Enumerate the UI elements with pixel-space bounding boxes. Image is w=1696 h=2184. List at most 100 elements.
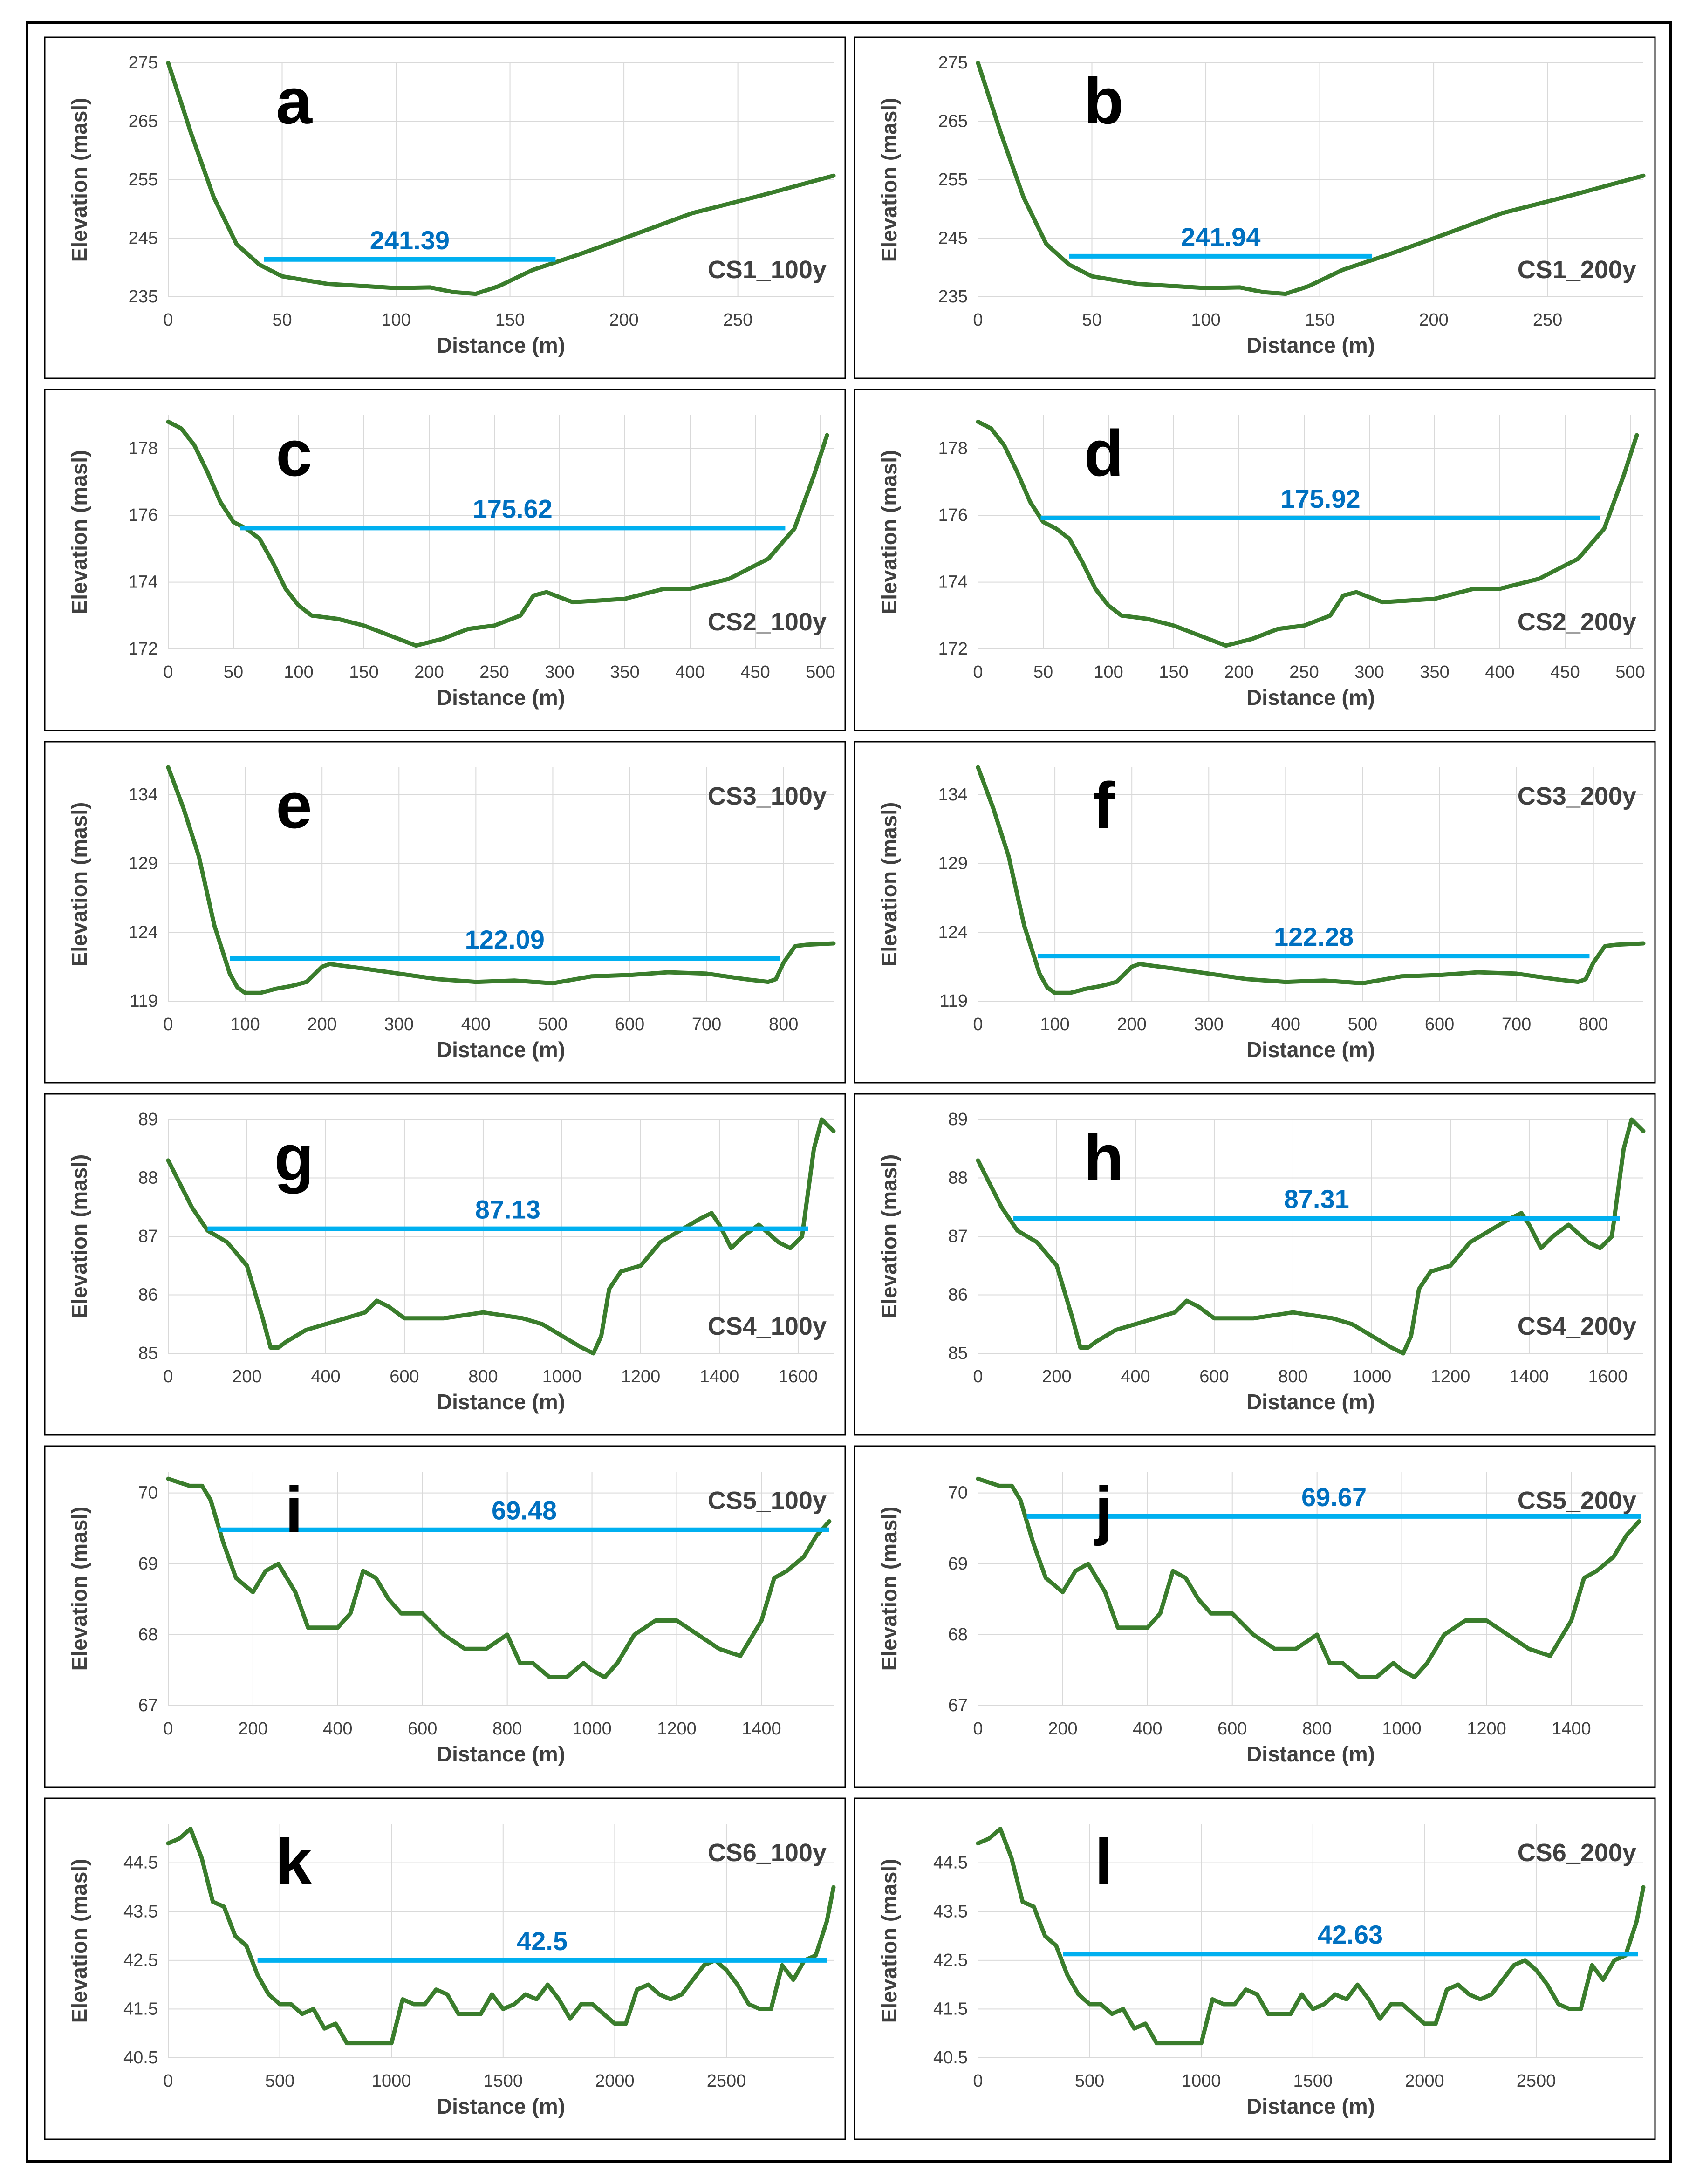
x-tick-label: 450 [1550, 662, 1580, 682]
panel-frame [44, 1093, 846, 1436]
x-axis-title: Distance (m) [1246, 1742, 1375, 1766]
panel-frame [854, 1445, 1656, 1788]
x-tick-label: 400 [675, 662, 704, 682]
x-tick-label: 800 [468, 1367, 498, 1386]
panel-letter: f [1093, 769, 1115, 842]
y-axis-title: Elevation (masl) [67, 98, 91, 262]
x-axis-title: Distance (m) [437, 333, 565, 357]
y-tick-label: 86 [948, 1285, 968, 1305]
panel-letter: j [1094, 1473, 1113, 1546]
panels: 235 245 255 265 275 0 50 100 150 200 250 Distance (… [44, 36, 1656, 2140]
x-tick-label: 800 [1278, 1367, 1307, 1386]
x-tick-label: 0 [163, 1367, 173, 1386]
x-tick-label: 1400 [1510, 1367, 1549, 1386]
elevation-profile-line [166, 1476, 832, 1679]
x-tick-label: 50 [1082, 310, 1101, 330]
water-level-label: 241.94 [1181, 222, 1260, 252]
y-tick-label: 172 [938, 639, 968, 659]
y-axis-title: Elevation (masl) [67, 450, 91, 614]
x-axis-title: Distance (m) [1246, 333, 1375, 357]
water-level-label: 87.31 [1284, 1184, 1349, 1214]
panel-letter: g [274, 1121, 314, 1194]
y-tick-label: 178 [129, 439, 158, 458]
y-tick-label: 275 [938, 53, 968, 73]
x-tick-label: 200 [232, 1367, 261, 1386]
y-tick-label: 172 [129, 639, 158, 659]
water-level-label: 122.09 [465, 925, 545, 954]
x-tick-label: 150 [495, 310, 525, 330]
x-tick-label: 1500 [484, 2071, 523, 2091]
elevation-profile-line [976, 765, 1646, 995]
elevation-profile-line [976, 419, 1639, 648]
x-tick-label: 200 [238, 1719, 267, 1739]
x-tick-label: 2500 [1517, 2071, 1556, 2091]
cross-section-name: CS5_200y [1518, 1487, 1636, 1515]
x-tick-label: 1200 [1431, 1367, 1470, 1386]
x-tick-label: 800 [1579, 1015, 1608, 1034]
x-tick-label: 600 [615, 1015, 644, 1034]
y-tick-label: 89 [948, 1110, 968, 1129]
elevation-profile-line [166, 765, 836, 995]
x-tick-label: 1200 [1467, 1719, 1506, 1739]
panel-frame [44, 1445, 846, 1788]
panel-letter: k [276, 1825, 312, 1898]
x-tick-label: 200 [414, 662, 444, 682]
y-tick-label: 178 [938, 439, 968, 458]
x-tick-label: 200 [609, 310, 638, 330]
y-axis-title: Elevation (masl) [877, 1154, 901, 1319]
y-tick-label: 88 [948, 1168, 968, 1188]
y-tick-label: 124 [938, 922, 968, 942]
y-tick-label: 176 [129, 505, 158, 525]
y-tick-label: 119 [130, 991, 158, 1011]
y-tick-label: 174 [129, 573, 158, 592]
x-tick-label: 50 [272, 310, 292, 330]
panel-letter: b [1084, 64, 1124, 137]
x-tick-label: 600 [1199, 1367, 1229, 1386]
chart-panel-h: 85 86 87 88 89 0 200 400 600 800 1000 1200 1400 1600 D… [854, 1093, 1656, 1436]
x-tick-label: 300 [1194, 1015, 1224, 1034]
elevation-profile-line [166, 419, 829, 648]
x-tick-label: 250 [479, 662, 509, 682]
x-tick-label: 250 [1533, 310, 1562, 330]
x-tick-label: 50 [1033, 662, 1053, 682]
x-tick-label: 0 [973, 1015, 983, 1034]
x-tick-label: 1000 [372, 2071, 411, 2091]
cross-section-name: CS4_200y [1518, 1312, 1636, 1340]
y-axis-title: Elevation (masl) [877, 98, 901, 262]
y-tick-label: 235 [129, 287, 158, 307]
x-tick-label: 350 [1420, 662, 1449, 682]
x-tick-label: 2000 [1405, 2071, 1444, 2091]
y-tick-label: 255 [129, 170, 158, 190]
y-tick-label: 275 [129, 53, 158, 73]
y-axis-title: Elevation (masl) [67, 1507, 91, 1671]
y-tick-label: 87 [138, 1227, 158, 1246]
x-tick-label: 1400 [700, 1367, 739, 1386]
x-tick-label: 350 [610, 662, 639, 682]
y-tick-label: 69 [948, 1554, 968, 1574]
chart-panel-e: 119 124 129 134 0 100 200 300 400 500 600 700 800 Dis… [44, 741, 846, 1084]
x-tick-label: 150 [1159, 662, 1188, 682]
water-level-label: 42.5 [517, 1926, 568, 1956]
y-tick-label: 44.5 [933, 1853, 968, 1873]
water-level-label: 175.62 [473, 494, 553, 523]
x-tick-label: 400 [323, 1719, 352, 1739]
panel-frame [854, 389, 1656, 731]
cross-section-name: CS6_100y [708, 1839, 827, 1867]
panel-letter: c [276, 416, 312, 490]
x-tick-label: 1000 [572, 1719, 612, 1739]
y-tick-label: 68 [948, 1625, 968, 1645]
cross-section-name: CS4_100y [708, 1312, 827, 1340]
x-tick-label: 0 [973, 310, 983, 330]
y-tick-label: 235 [938, 287, 968, 307]
x-axis-title: Distance (m) [437, 1037, 565, 1062]
x-tick-label: 400 [1271, 1015, 1300, 1034]
x-axis-title: Distance (m) [437, 1390, 565, 1414]
y-tick-label: 88 [138, 1168, 158, 1188]
x-tick-label: 800 [492, 1719, 522, 1739]
x-axis-title: Distance (m) [1246, 1390, 1375, 1414]
water-level-label: 175.92 [1280, 484, 1360, 513]
x-tick-label: 150 [1305, 310, 1334, 330]
x-axis-title: Distance (m) [437, 685, 565, 710]
x-tick-label: 0 [973, 1367, 983, 1386]
chart-panel-f: 119 124 129 134 0 100 200 300 400 500 600 700 800 Dis… [854, 741, 1656, 1084]
